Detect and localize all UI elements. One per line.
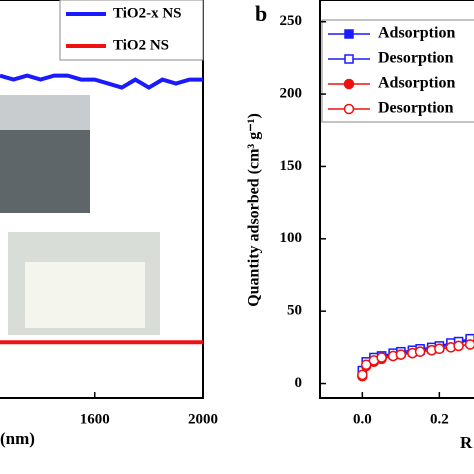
x-tick-label: 0.0 — [353, 411, 372, 427]
marker — [464, 339, 474, 350]
legend-marker — [344, 29, 354, 39]
marker — [395, 349, 407, 360]
legend-label: TiO2 NS — [113, 37, 169, 53]
legend-marker — [343, 78, 355, 90]
y-tick-label: 250 — [280, 13, 303, 29]
y-tick-label: 150 — [280, 158, 303, 174]
x-tick-label: 1600 — [80, 411, 110, 427]
axes-frame — [0, 0, 204, 399]
y-tick-label: 50 — [287, 303, 302, 319]
x-axis-label: (nm) — [0, 429, 35, 448]
legend-label: Adsorption — [378, 75, 455, 92]
legend-box — [59, 0, 204, 61]
legend-label: Desorption — [378, 50, 454, 67]
marker — [376, 352, 387, 363]
y-axis-label: Quantity adsorbed (cm³ g⁻¹) — [246, 113, 263, 307]
photo-glass — [0, 95, 90, 130]
y-tick-label: 0 — [295, 375, 303, 391]
marker — [414, 346, 426, 357]
legend-label: TiO2-x NS — [113, 5, 182, 21]
legend-label: Adsorption — [378, 25, 455, 42]
legend-marker — [343, 103, 355, 115]
x-tick-label: 2000 — [188, 411, 218, 427]
x-tick-label: 0.2 — [430, 411, 449, 427]
legend-marker — [344, 54, 354, 64]
axes-frame — [319, 0, 474, 399]
x-axis-label: R — [460, 433, 473, 452]
series-line — [0, 73, 203, 90]
y-tick-label: 200 — [280, 86, 303, 102]
y-tick-label: 100 — [280, 230, 303, 246]
panel-label: b — [255, 1, 267, 26]
marker — [360, 359, 372, 370]
marker — [453, 340, 464, 352]
marker — [434, 343, 445, 355]
legend-label: Desorption — [378, 100, 454, 117]
photo-powder — [25, 262, 145, 328]
marker — [357, 369, 368, 381]
